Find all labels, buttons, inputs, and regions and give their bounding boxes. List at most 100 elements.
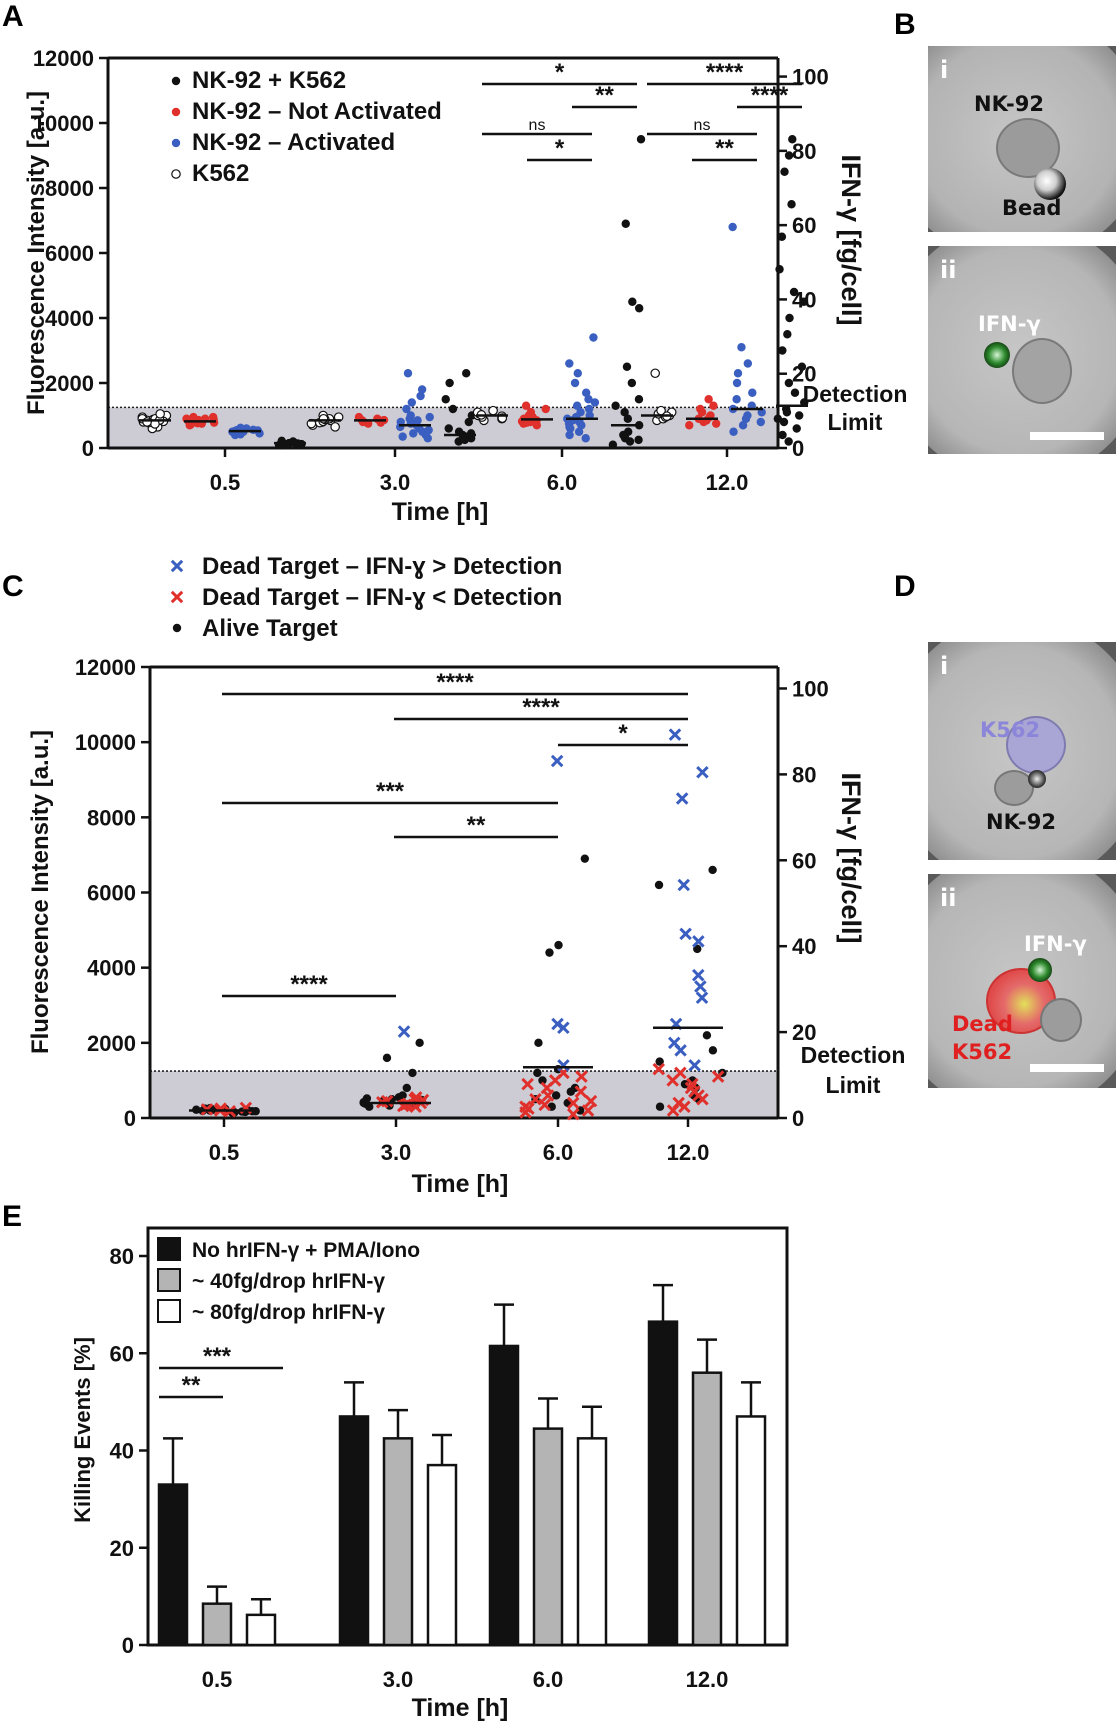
data-point — [444, 424, 453, 433]
data-point — [526, 408, 536, 417]
data-point — [545, 948, 554, 957]
detection-band — [108, 407, 778, 448]
k562-label: K562 — [952, 1040, 1013, 1064]
data-point — [534, 1038, 543, 1048]
data-point — [407, 398, 417, 407]
data-point — [551, 1091, 561, 1100]
data-point — [557, 1059, 570, 1072]
x-tick-label: 3.0 — [381, 1140, 412, 1165]
data-point — [488, 405, 498, 416]
data-point — [694, 980, 707, 993]
y-tick-label: 4000 — [87, 956, 136, 981]
data-point — [533, 1068, 542, 1078]
data-point — [330, 422, 340, 432]
data-point — [565, 430, 574, 440]
micrograph-d-i: i K562 NK-92 — [928, 642, 1116, 860]
y-tick-label: 12000 — [33, 46, 94, 71]
detection-label: Limit — [828, 409, 883, 435]
legend-marker — [171, 76, 181, 86]
legend-swatch — [157, 1237, 181, 1261]
data-point — [732, 395, 741, 404]
x-tick-label: 3.0 — [380, 470, 411, 495]
y-tick-label: 10000 — [33, 111, 94, 136]
x-tick-label: 12.0 — [686, 1667, 729, 1692]
data-point-stroke — [584, 1094, 598, 1108]
y2-tick-label: 20 — [792, 1020, 816, 1045]
data-point — [634, 304, 644, 313]
data-point — [628, 297, 637, 306]
data-point-stroke — [692, 968, 705, 982]
data-point — [397, 1025, 411, 1038]
significance-label: **** — [522, 694, 560, 721]
y2-axis-title: IFN-γ [fg/cell] — [836, 154, 866, 325]
data-point-stroke — [566, 1096, 580, 1110]
y-tick-label: 8000 — [87, 805, 136, 830]
legend-label: Dead Target – IFN-ɣ < Detection — [202, 584, 562, 611]
data-point-stroke — [538, 1098, 551, 1112]
y-tick-label: 60 — [110, 1341, 134, 1366]
data-point — [541, 404, 550, 414]
panel-label-b: B — [894, 8, 916, 41]
y-tick-label: 10000 — [75, 730, 136, 755]
y2-tick-label: 0 — [792, 1106, 804, 1131]
data-point — [684, 1081, 698, 1095]
data-point — [674, 1066, 687, 1080]
data-point — [566, 1107, 580, 1121]
data-point — [445, 378, 454, 388]
data-point — [580, 854, 590, 863]
significance-label: ** — [595, 82, 614, 109]
data-point — [417, 385, 427, 394]
data-point-stroke — [674, 1044, 687, 1057]
data-point — [782, 408, 792, 417]
y-axis-title: Fluorescence Intensity [a.u.] — [27, 730, 54, 1054]
data-point — [581, 1104, 595, 1117]
data-point — [655, 1102, 665, 1111]
data-point — [573, 369, 582, 378]
data-point — [732, 378, 742, 388]
y2-tick-label: 60 — [792, 213, 816, 238]
significance-label: ** — [715, 135, 734, 162]
data-point — [155, 409, 165, 419]
ifn-bead — [984, 342, 1010, 368]
significance-label: ** — [467, 812, 486, 839]
data-point — [729, 427, 738, 436]
data-point — [318, 413, 329, 424]
data-point — [666, 1104, 680, 1117]
data-point-stroke — [694, 980, 707, 993]
data-point-stroke — [397, 1025, 411, 1038]
significance-label: * — [555, 135, 565, 162]
data-point — [621, 219, 630, 228]
bar — [576, 1437, 608, 1647]
data-point — [711, 1070, 725, 1083]
data-point — [627, 378, 637, 388]
data-point — [797, 362, 807, 371]
data-point — [620, 432, 629, 441]
y-tick-label: 80 — [110, 1244, 134, 1269]
data-point — [789, 287, 799, 297]
data-point — [425, 412, 434, 422]
legend-marker — [170, 590, 184, 604]
data-point — [584, 1094, 598, 1108]
y-tick-label: 0 — [124, 1106, 136, 1131]
data-point — [571, 412, 581, 422]
data-point — [778, 346, 787, 355]
data-point — [756, 417, 765, 427]
y2-tick-label: 80 — [792, 762, 816, 787]
subpanel-ii-label: ii — [940, 256, 957, 284]
data-point — [415, 1038, 424, 1048]
data-point — [785, 313, 794, 323]
data-point — [620, 408, 629, 417]
data-point — [623, 414, 633, 423]
detection-label: Detection — [801, 1042, 906, 1068]
data-point — [708, 865, 717, 875]
data-point — [668, 1036, 681, 1050]
data-point-stroke — [679, 927, 692, 941]
data-point — [521, 401, 531, 410]
data-point — [799, 297, 809, 306]
x-tick-label: 0.5 — [202, 1667, 233, 1692]
nk92-cell — [1040, 998, 1082, 1042]
y-tick-label: 6000 — [87, 881, 136, 906]
y-tick-label: 4000 — [45, 306, 94, 331]
data-point — [565, 359, 574, 368]
